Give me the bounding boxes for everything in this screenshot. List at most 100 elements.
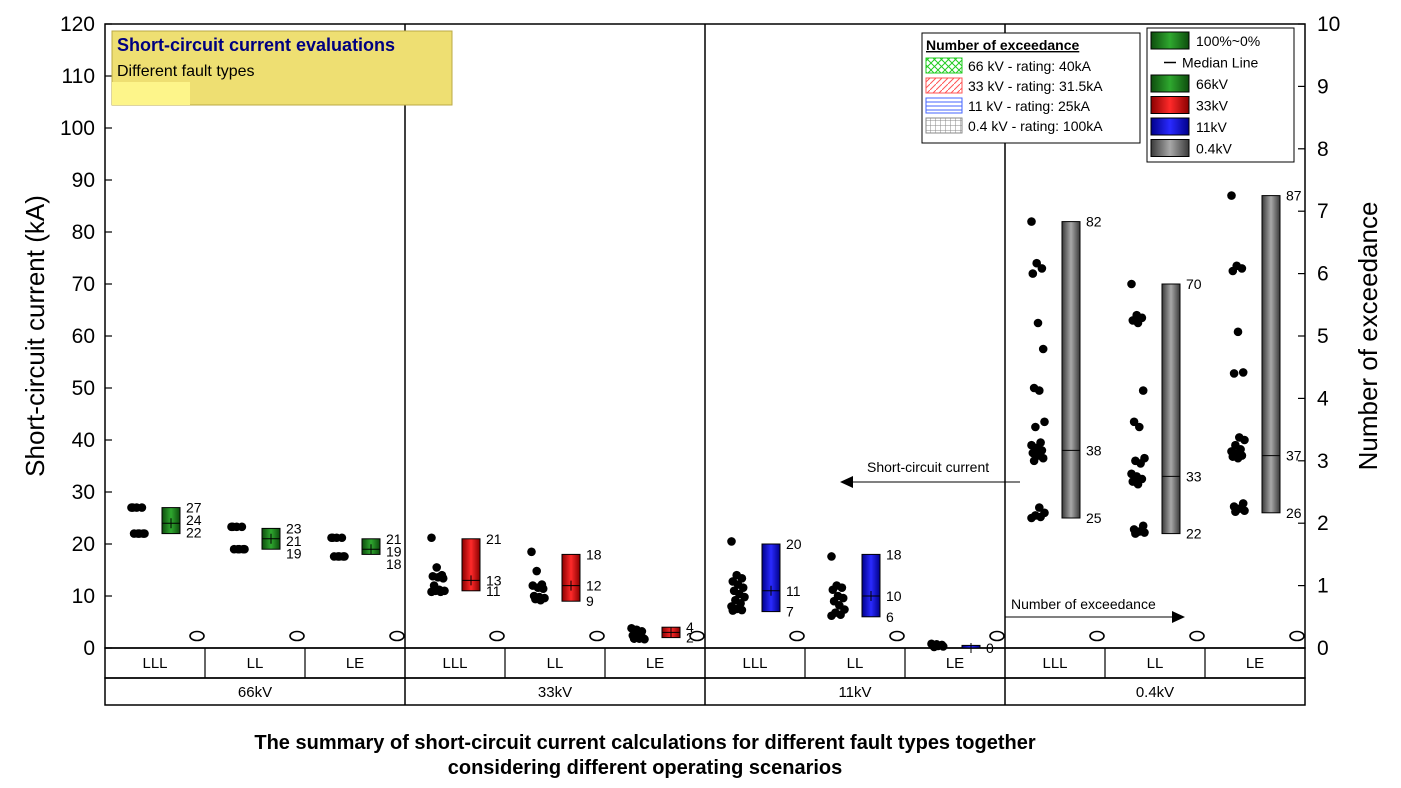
series-0.4kV-LE: 87 37 26: [1227, 188, 1305, 642]
value-label: 26: [1286, 505, 1302, 521]
y-tick-label: 110: [62, 65, 95, 88]
data-point: [1028, 269, 1038, 278]
data-point: [929, 642, 939, 652]
series-0.4kV-LLL: 82 38 25: [1027, 214, 1105, 642]
y2-tick-label: 5: [1317, 325, 1329, 348]
y-tick-label: 50: [72, 377, 95, 400]
y2-tick-label: 3: [1317, 450, 1329, 473]
legend-box-label: 33kV: [1196, 98, 1229, 114]
exceedance-marker: [1289, 630, 1305, 642]
data-point: [1229, 369, 1239, 378]
legend-exceedance-label: 66 kV - rating: 40kA: [968, 58, 1092, 74]
data-point: [1027, 513, 1036, 523]
y2-tick-label: 4: [1317, 387, 1329, 410]
exceedance-marker: [289, 630, 305, 642]
data-point: [536, 595, 545, 605]
legend-box-label: 100%~0%: [1196, 33, 1260, 49]
legend-box-swatch: [1150, 139, 1190, 157]
legend-box-swatch: [1150, 74, 1190, 93]
data-point: [737, 574, 747, 583]
data-point: [436, 587, 445, 597]
data-point: [432, 563, 442, 572]
data-point: [538, 584, 548, 594]
note-title: Short-circuit current evaluations: [117, 35, 395, 55]
data-point: [427, 587, 436, 597]
data-point: [532, 566, 541, 576]
exceedance-annotation-label: Number of exceedance: [1011, 596, 1156, 612]
legend-exceedance-label: 11 kV - rating: 25kA: [968, 98, 1091, 114]
legend-exceedance-swatch: [925, 117, 963, 134]
data-point: [1040, 417, 1049, 427]
value-label: 19: [286, 545, 302, 561]
y-tick-label: 70: [72, 273, 95, 296]
fault-type-label: LLL: [442, 655, 467, 672]
data-point: [1237, 264, 1247, 273]
data-point: [1231, 507, 1240, 517]
legend-boxes-items: 100%~0% Median Line 66kV 33kV 11kV 0.4kV: [1150, 31, 1260, 157]
y2-tick-label: 0: [1317, 637, 1329, 660]
legend-box-swatch: [1150, 31, 1190, 50]
fault-type-label: LE: [346, 655, 364, 672]
data-point: [438, 574, 448, 583]
range-box: [561, 553, 581, 602]
data-point: [1228, 266, 1238, 276]
legend-exceedance: Number of exceedance 66 kV - rating: 40k…: [921, 32, 1141, 144]
value-label: 9: [586, 593, 594, 609]
series-0.4kV-LL: 70 33 22: [1127, 276, 1205, 642]
y2-tick-label: 2: [1317, 512, 1329, 535]
data-point: [728, 606, 738, 615]
value-label: 12: [586, 578, 602, 594]
legend-boxes: 100%~0% Median Line 66kV 33kV 11kV 0.4kV: [1146, 27, 1295, 163]
fault-type-label: LLL: [742, 655, 767, 672]
data-point: [828, 585, 838, 595]
y-axis-title: Short-circuit current (kA): [20, 195, 50, 477]
data-point: [228, 522, 238, 532]
note-subtitle: Different fault types: [117, 63, 255, 80]
caption-line-2: considering different operating scenario…: [447, 757, 843, 779]
value-label: 38: [1086, 442, 1102, 458]
value-label: 7: [786, 604, 794, 620]
data-point: [727, 537, 736, 546]
value-label: 0: [986, 640, 994, 656]
value-label: 87: [1286, 188, 1302, 204]
value-label: 22: [186, 525, 202, 541]
value-label: 33: [1186, 468, 1202, 484]
value-label: 4: [686, 619, 694, 635]
exceedance-marker: [189, 630, 205, 642]
data-point: [737, 605, 747, 615]
data-point: [838, 593, 848, 603]
group-dividers: [404, 24, 1006, 705]
y-tick-label: 40: [72, 429, 95, 452]
data-point: [640, 634, 649, 644]
exceedance-marker: [789, 630, 805, 642]
current-annotation-label: Short-circuit current: [867, 459, 989, 475]
data-point: [340, 552, 349, 561]
data-point: [1036, 512, 1045, 522]
legend-box-label: 66kV: [1196, 76, 1229, 92]
exceedance-marker: [889, 630, 905, 642]
data-point: [637, 627, 647, 636]
exceedance-marker: [689, 630, 705, 642]
y2-tick-label: 7: [1317, 200, 1329, 223]
y-tick-label: 120: [60, 13, 95, 36]
y2-axis-title: Number of exceedance: [1353, 202, 1383, 471]
y-axis-ticks: 0 10 20 30 40 50 60 70 80 90 100 110 120: [60, 13, 112, 660]
data-point: [337, 533, 347, 543]
exceedance-arrow-head: [1172, 611, 1185, 623]
data-marks: 2724222321192119182113111812942201171810…: [127, 188, 1305, 656]
exceedance-marker: [389, 630, 405, 642]
exceedance-annotation: Number of exceedance: [1005, 596, 1185, 623]
data-point: [1238, 368, 1248, 377]
fault-type-label: LL: [547, 655, 564, 672]
group-label: 33kV: [538, 684, 572, 701]
fault-type-label: LE: [946, 655, 964, 672]
caption-line-1: The summary of short-circuit current cal…: [254, 732, 1036, 754]
group-label: 11kV: [838, 684, 871, 701]
exceedance-marker: [1089, 630, 1105, 642]
value-label: 11: [486, 583, 501, 599]
fault-type-label: LLL: [142, 655, 167, 672]
data-point: [1038, 453, 1048, 463]
value-label: 19: [386, 543, 402, 559]
